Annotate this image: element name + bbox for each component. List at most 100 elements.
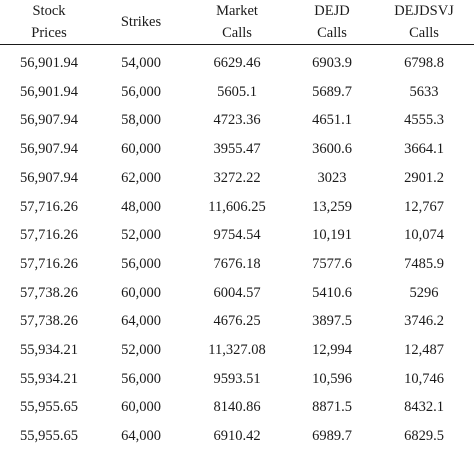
market-call-cell: 4723.36 xyxy=(213,112,261,129)
stock-price-cell: 57,738.26 xyxy=(20,313,78,330)
dejdsvj-call-cell: 6829.5 xyxy=(404,428,444,445)
table-row: 55,955.65 64,000 6910.42 6989.7 6829.5 xyxy=(0,422,474,451)
strike-cell: 58,000 xyxy=(121,112,161,129)
strike-cell: 48,000 xyxy=(121,198,161,215)
table-row: 57,738.26 64,000 4676.25 3897.5 3746.2 xyxy=(0,307,474,336)
strike-cell: 64,000 xyxy=(121,313,161,330)
dejd-call-cell: 5410.6 xyxy=(312,284,352,301)
stock-price-cell: 56,907.94 xyxy=(20,112,78,129)
header-market-calls: Market Calls xyxy=(184,0,290,45)
dejdsvj-call-cell: 3746.2 xyxy=(404,313,444,330)
stock-price-cell: 55,955.65 xyxy=(20,399,78,416)
dejdsvj-call-cell: 7485.9 xyxy=(404,255,444,272)
header-line: Prices xyxy=(31,25,67,41)
table-body: 56,901.94 54,000 6629.46 6903.9 6798.8 56,901… xyxy=(0,45,474,451)
strike-cell: 60,000 xyxy=(121,284,161,301)
stock-price-cell: 57,716.26 xyxy=(20,198,78,215)
table-row: 57,716.26 48,000 11,606.25 13,259 12,767 xyxy=(0,193,474,222)
strike-cell: 56,000 xyxy=(121,83,161,100)
stock-price-cell: 56,901.94 xyxy=(20,55,78,71)
table-row: 56,901.94 56,000 5605.1 5689.7 5633 xyxy=(0,78,474,107)
option-prices-table: Stock Prices Strikes Market Calls DEJD C… xyxy=(0,0,474,451)
strike-cell: 60,000 xyxy=(121,399,161,416)
dejd-call-cell: 7577.6 xyxy=(312,255,352,272)
strike-cell: 60,000 xyxy=(121,141,161,158)
market-call-cell: 9754.54 xyxy=(213,227,261,244)
header-line: Strikes xyxy=(120,14,162,30)
stock-price-cell: 56,907.94 xyxy=(20,169,78,186)
dejdsvj-call-cell: 12,487 xyxy=(404,342,444,359)
header-dejd-calls: DEJD Calls xyxy=(290,0,374,45)
table-row: 56,901.94 54,000 6629.46 6903.9 6798.8 xyxy=(0,45,474,78)
dejd-call-cell: 5689.7 xyxy=(312,83,352,100)
table-row: 56,907.94 58,000 4723.36 4651.1 4555.3 xyxy=(0,106,474,135)
stock-price-cell: 57,716.26 xyxy=(20,255,78,272)
dejdsvj-call-cell: 4555.3 xyxy=(404,112,444,129)
dejd-call-cell: 3897.5 xyxy=(312,313,352,330)
header-row: Stock Prices Strikes Market Calls DEJD C… xyxy=(0,0,474,45)
table-row: 57,716.26 56,000 7676.18 7577.6 7485.9 xyxy=(0,250,474,279)
strike-cell: 54,000 xyxy=(121,55,161,71)
stock-price-cell: 55,934.21 xyxy=(20,370,78,387)
dejd-call-cell: 10,191 xyxy=(312,227,352,244)
dejd-call-cell: 13,259 xyxy=(312,198,352,215)
header-strikes: Strikes xyxy=(98,0,184,45)
header-dejdsvj-calls: DEJDSVJ Calls xyxy=(374,0,474,45)
dejdsvj-call-cell: 10,074 xyxy=(404,227,444,244)
stock-price-cell: 56,901.94 xyxy=(20,83,78,100)
market-call-cell: 7676.18 xyxy=(213,255,261,272)
market-call-cell: 6910.42 xyxy=(213,428,261,445)
header-stock-prices: Stock Prices xyxy=(0,0,98,45)
dejdsvj-call-cell: 5633 xyxy=(409,83,439,100)
table-row: 56,907.94 62,000 3272.22 3023 2901.2 xyxy=(0,164,474,193)
market-call-cell: 8140.86 xyxy=(213,399,261,416)
market-call-cell: 3955.47 xyxy=(213,141,261,158)
stock-price-cell: 57,716.26 xyxy=(20,227,78,244)
dejdsvj-call-cell: 5296 xyxy=(409,284,439,301)
dejdsvj-call-cell: 10,746 xyxy=(404,370,444,387)
table-row: 55,934.21 52,000 11,327.08 12,994 12,487 xyxy=(0,336,474,365)
strike-cell: 62,000 xyxy=(121,169,161,186)
market-call-cell: 9593.51 xyxy=(213,370,261,387)
header-line: DEJDSVJ xyxy=(394,3,454,19)
dejdsvj-call-cell: 3664.1 xyxy=(404,141,444,158)
dejdsvj-call-cell: 8432.1 xyxy=(404,399,444,416)
market-call-cell: 6004.57 xyxy=(213,284,261,301)
stock-price-cell: 55,934.21 xyxy=(20,342,78,359)
strike-cell: 52,000 xyxy=(121,227,161,244)
strike-cell: 52,000 xyxy=(121,342,161,359)
market-call-cell: 11,606.25 xyxy=(208,198,266,215)
header-line: Stock xyxy=(32,3,66,19)
market-call-cell: 6629.46 xyxy=(213,55,261,71)
header-line: Calls xyxy=(222,25,252,41)
dejdsvj-call-cell: 2901.2 xyxy=(404,169,444,186)
dejd-call-cell: 3023 xyxy=(317,169,347,186)
dejd-call-cell: 6903.9 xyxy=(312,55,352,71)
stock-price-cell: 57,738.26 xyxy=(20,284,78,301)
strike-cell: 64,000 xyxy=(121,428,161,445)
header-line: Market xyxy=(216,3,258,19)
dejd-call-cell: 4651.1 xyxy=(312,112,352,129)
header-line: Calls xyxy=(409,25,439,41)
market-call-cell: 3272.22 xyxy=(213,169,261,186)
dejdsvj-call-cell: 12,767 xyxy=(404,198,444,215)
strike-cell: 56,000 xyxy=(121,255,161,272)
market-call-cell: 11,327.08 xyxy=(208,342,266,359)
dejd-call-cell: 10,596 xyxy=(312,370,352,387)
stock-price-cell: 55,955.65 xyxy=(20,428,78,445)
header-line: DEJD xyxy=(314,3,350,19)
table-row: 57,738.26 60,000 6004.57 5410.6 5296 xyxy=(0,279,474,308)
market-call-cell: 5605.1 xyxy=(217,83,257,100)
market-call-cell: 4676.25 xyxy=(213,313,261,330)
dejd-call-cell: 12,994 xyxy=(312,342,352,359)
table-header: Stock Prices Strikes Market Calls DEJD C… xyxy=(0,0,474,45)
stock-price-cell: 56,907.94 xyxy=(20,141,78,158)
table-row: 57,716.26 52,000 9754.54 10,191 10,074 xyxy=(0,221,474,250)
dejd-call-cell: 3600.6 xyxy=(312,141,352,158)
table-row: 55,955.65 60,000 8140.86 8871.5 8432.1 xyxy=(0,393,474,422)
dejd-call-cell: 8871.5 xyxy=(312,399,352,416)
table-row: 56,907.94 60,000 3955.47 3600.6 3664.1 xyxy=(0,135,474,164)
header-line: Calls xyxy=(317,25,347,41)
table-row: 55,934.21 56,000 9593.51 10,596 10,746 xyxy=(0,365,474,394)
